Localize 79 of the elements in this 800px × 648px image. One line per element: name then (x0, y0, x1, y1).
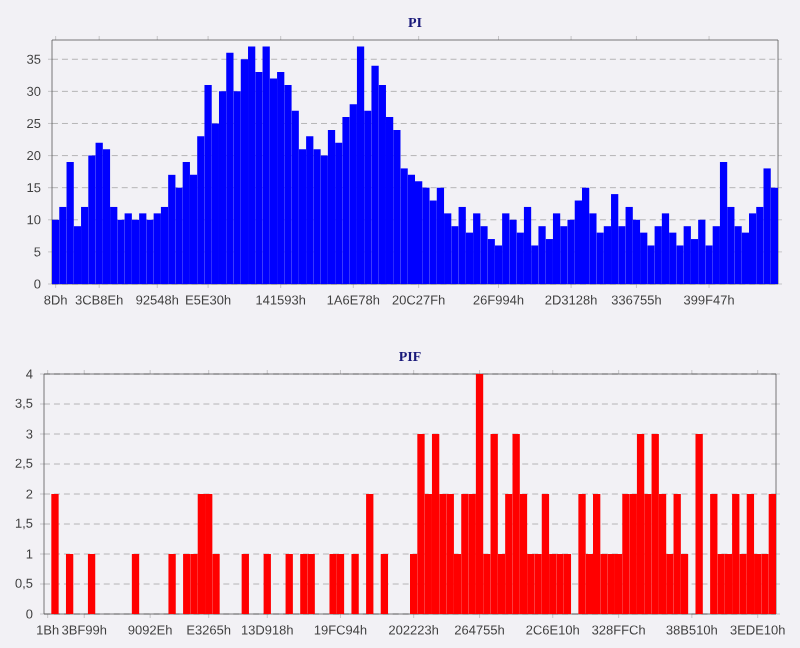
bar (51, 494, 59, 614)
bar (502, 213, 510, 284)
bar (509, 219, 517, 284)
bar (168, 174, 176, 284)
bar (366, 494, 374, 614)
bar (182, 162, 190, 284)
bar (661, 213, 670, 284)
bar (710, 494, 718, 614)
bar (204, 84, 212, 284)
bar (611, 194, 619, 284)
bar (329, 554, 337, 614)
bar (473, 213, 481, 284)
bar (563, 554, 572, 614)
bar (248, 46, 256, 284)
bar (277, 72, 285, 284)
bar (205, 494, 213, 614)
bar (415, 181, 423, 284)
bar (183, 554, 191, 614)
bar (380, 554, 389, 614)
bar (695, 434, 703, 614)
bar (607, 554, 615, 614)
bar (422, 187, 430, 284)
bar (407, 174, 416, 284)
bar (538, 226, 546, 284)
bar (768, 494, 777, 614)
bar (307, 554, 315, 614)
bar (593, 494, 601, 614)
bar (327, 129, 336, 284)
bar (262, 46, 270, 284)
bar (226, 52, 234, 284)
bar (651, 434, 659, 614)
bar (139, 213, 147, 284)
bar (124, 213, 132, 284)
bar (732, 494, 740, 614)
bar (541, 494, 550, 614)
bar (512, 434, 520, 614)
bar (636, 434, 645, 614)
bar (552, 213, 561, 284)
bar (168, 554, 176, 614)
bar (746, 494, 755, 614)
bar (763, 168, 771, 284)
bar (351, 554, 359, 614)
bar (371, 65, 379, 284)
bar (197, 494, 206, 614)
bar (748, 213, 757, 284)
bar (356, 46, 365, 284)
bar (87, 554, 96, 614)
bar (146, 219, 154, 284)
bar (622, 494, 630, 614)
bar (461, 494, 469, 614)
bar (578, 494, 586, 614)
bar (673, 494, 681, 614)
bar (490, 434, 498, 614)
bar (581, 187, 590, 284)
bar (300, 554, 308, 614)
bar (95, 142, 103, 284)
bar (336, 554, 345, 614)
bar (556, 554, 564, 614)
bar (241, 554, 249, 614)
bar (698, 219, 706, 284)
bar (102, 149, 111, 284)
bar (436, 187, 445, 284)
bar (65, 554, 74, 614)
bar (446, 494, 454, 614)
bar (458, 206, 466, 284)
bar (683, 226, 691, 284)
bar (285, 554, 293, 614)
bar (417, 434, 425, 614)
bar (131, 219, 140, 284)
bar (66, 162, 74, 284)
bar (719, 162, 728, 284)
bar (475, 374, 484, 614)
bar (431, 434, 440, 614)
bar (153, 213, 161, 284)
bar (306, 136, 314, 284)
bar (131, 554, 140, 614)
bar (263, 554, 271, 614)
bar (625, 206, 633, 284)
bar (523, 206, 532, 284)
